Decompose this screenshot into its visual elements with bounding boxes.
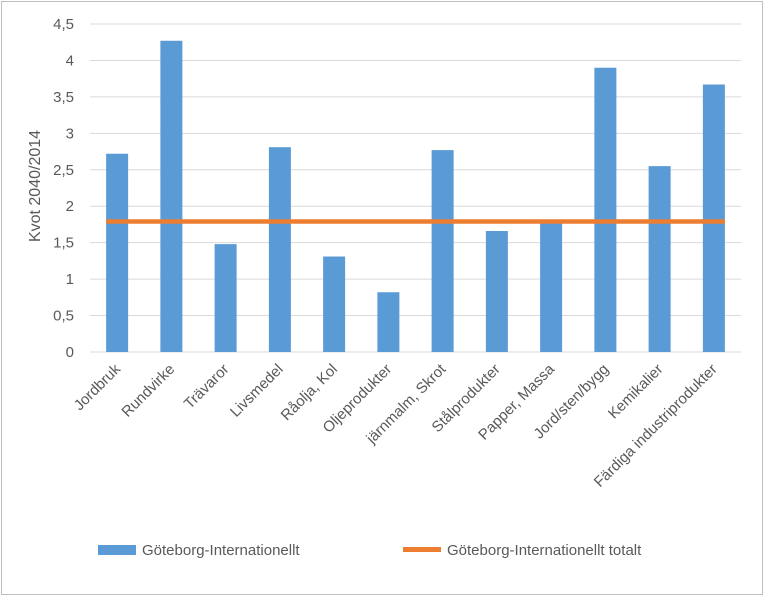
bar xyxy=(648,166,671,352)
bar xyxy=(702,84,725,353)
y-tick-label: 2 xyxy=(66,198,74,215)
bar xyxy=(594,67,617,352)
bar xyxy=(540,222,563,352)
bar xyxy=(323,256,346,352)
gridlines xyxy=(90,23,741,353)
bar xyxy=(431,150,454,352)
bar xyxy=(160,40,183,353)
y-tick-label: 1 xyxy=(66,271,74,288)
y-tick-label: 0,5 xyxy=(53,308,74,325)
y-tick-label: 2,5 xyxy=(53,162,74,179)
y-tick-label: 1,5 xyxy=(53,235,74,252)
y-tick-label: 4,5 xyxy=(53,16,74,33)
y-axis-label: Kvot 2040/2014 xyxy=(27,130,44,242)
y-tick-label: 4 xyxy=(66,52,74,69)
legend-swatch-line xyxy=(403,547,441,552)
legend-label-line: Göteborg-Internationellt totalt xyxy=(447,542,642,559)
bar xyxy=(214,244,237,352)
bar xyxy=(106,153,129,352)
y-axis-tick-labels: 0 0,5 1 1,5 2 2,5 3 3,5 4 4,5 xyxy=(53,16,74,361)
bar-series xyxy=(106,40,725,353)
bar xyxy=(377,292,400,352)
y-tick-label: 3 xyxy=(66,125,74,142)
bar xyxy=(485,231,508,352)
bar xyxy=(268,147,291,352)
legend: Göteborg-Internationellt Göteborg-Intern… xyxy=(98,542,642,559)
y-tick-label: 0 xyxy=(66,344,74,361)
legend-label-bar: Göteborg-Internationellt xyxy=(142,542,300,559)
legend-swatch-bar xyxy=(98,545,136,555)
y-tick-label: 3,5 xyxy=(53,89,74,106)
